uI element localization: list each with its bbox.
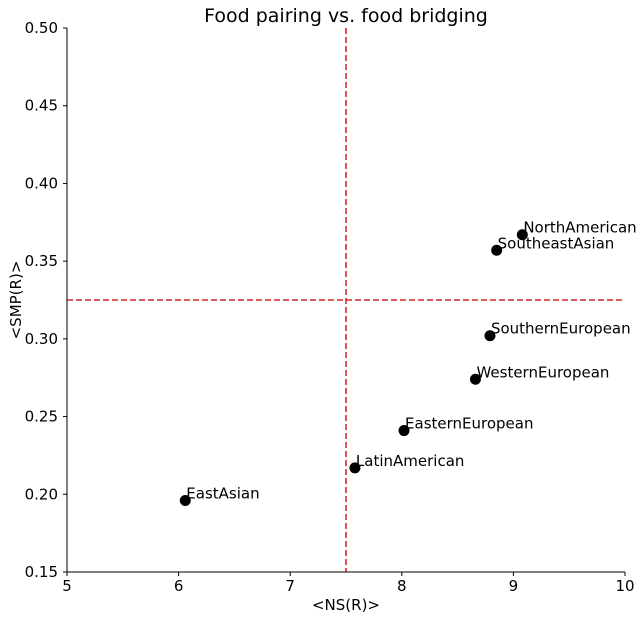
data-point-label: EasternEuropean xyxy=(405,415,533,433)
data-point xyxy=(469,373,481,385)
x-tick-label: 8 xyxy=(397,577,407,595)
x-axis-label: <NS(R)> xyxy=(312,596,380,614)
data-point-label: LatinAmerican xyxy=(356,452,465,470)
data-point-label: SoutheastAsian xyxy=(498,234,615,252)
y-tick-label: 0.40 xyxy=(25,174,58,192)
x-tick-label: 7 xyxy=(285,577,295,595)
data-point xyxy=(179,495,191,507)
data-point-label: WesternEuropean xyxy=(476,363,609,381)
x-tick-label: 5 xyxy=(62,577,72,595)
data-point-label: EastAsian xyxy=(186,485,259,503)
data-point xyxy=(484,330,496,342)
data-point-label: SouthernEuropean xyxy=(491,320,631,338)
x-tick-label: 9 xyxy=(509,577,519,595)
y-tick-label: 0.20 xyxy=(25,485,58,503)
data-point xyxy=(398,425,410,437)
x-tick-label: 6 xyxy=(174,577,184,595)
y-tick-label: 0.25 xyxy=(25,408,58,426)
data-point xyxy=(516,229,528,241)
y-tick-label: 0.35 xyxy=(25,252,58,270)
y-tick-label: 0.15 xyxy=(25,563,58,581)
y-axis-label: <SMP(R)> xyxy=(7,261,25,340)
x-tick-label: 10 xyxy=(615,577,634,595)
data-point xyxy=(491,244,503,256)
y-tick-label: 0.45 xyxy=(25,97,58,115)
y-tick-label: 0.50 xyxy=(25,19,58,37)
chart-title: Food pairing vs. food bridging xyxy=(204,5,488,27)
data-point-label: NorthAmerican xyxy=(523,219,636,237)
y-tick-label: 0.30 xyxy=(25,330,58,348)
reference-lines xyxy=(67,28,625,572)
data-point xyxy=(349,462,361,474)
axes: 5 6 7 8 9 10 0.15 0.20 0.25 0.30 0.35 0.40 0.45 0.50 xyxy=(25,19,635,595)
